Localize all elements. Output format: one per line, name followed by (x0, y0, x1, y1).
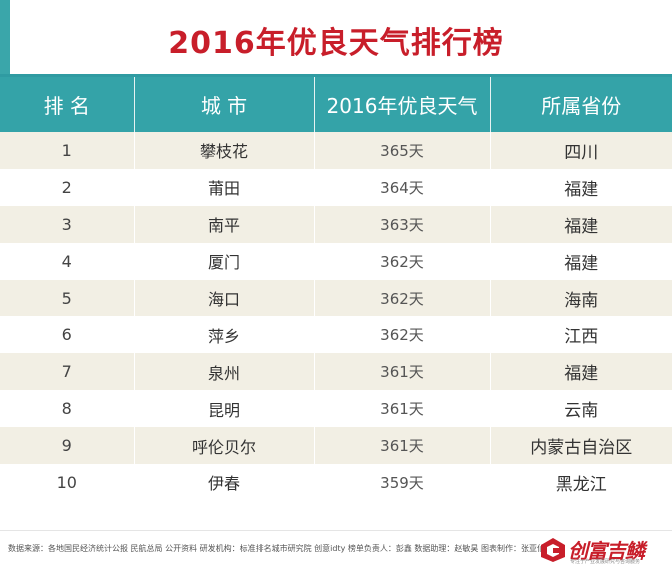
title-divider (0, 74, 672, 77)
days-cell: 361天 (314, 353, 491, 391)
brand-logo: 创富吉鳞 专注于产业发展研究与咨询服务 (540, 535, 668, 565)
days-cell: 362天 (314, 242, 491, 280)
table-row: 7 泉州 361天 福建 (0, 353, 672, 391)
rank-cell: 1 (0, 132, 135, 169)
logo-subtitle: 专注于产业发展研究与咨询服务 (570, 559, 641, 565)
page-title: 2016年优良天气排行榜 (168, 26, 504, 61)
province-cell: 四川 (490, 132, 672, 169)
province-cell: 江西 (490, 316, 672, 354)
province-cell: 福建 (490, 168, 672, 206)
table-row: 10 伊春 359天 黑龙江 (0, 464, 672, 501)
province-cell: 内蒙古自治区 (490, 427, 672, 465)
rank-cell: 10 (0, 464, 135, 501)
header-rank: 排 名 (0, 77, 135, 132)
city-cell: 攀枝花 (134, 132, 315, 169)
days-cell: 364天 (314, 168, 491, 206)
days-cell: 363天 (314, 205, 491, 243)
province-cell: 福建 (490, 205, 672, 243)
province-cell: 云南 (490, 390, 672, 428)
title-bar: 2016年优良天气排行榜 (0, 0, 672, 77)
ranking-table: 排 名 城 市 2016年优良天气 所属省份 1 攀枝花 365天 四川 2 莆田 364天… (0, 77, 672, 501)
title-accent-bar (0, 0, 10, 77)
city-cell: 呼伦贝尔 (134, 427, 315, 465)
rank-cell: 6 (0, 316, 135, 354)
table-row: 8 昆明 361天 云南 (0, 390, 672, 428)
rank-cell: 3 (0, 205, 135, 243)
header-province: 所属省份 (490, 77, 672, 132)
table-row: 1 攀枝花 365天 四川 (0, 132, 672, 169)
table-row: 3 南平 363天 福建 (0, 205, 672, 243)
rank-cell: 4 (0, 242, 135, 280)
province-cell: 福建 (490, 242, 672, 280)
rank-cell: 7 (0, 353, 135, 391)
city-cell: 厦门 (134, 242, 315, 280)
header-city: 城 市 (134, 77, 315, 132)
city-cell: 海口 (134, 279, 315, 317)
table-row: 9 呼伦贝尔 361天 内蒙古自治区 (0, 427, 672, 465)
table-row: 4 厦门 362天 福建 (0, 242, 672, 280)
city-cell: 萍乡 (134, 316, 315, 354)
table-header-row: 排 名 城 市 2016年优良天气 所属省份 (0, 77, 672, 132)
days-cell: 362天 (314, 279, 491, 317)
days-cell: 361天 (314, 390, 491, 428)
footer: 数据来源：各地国民经济统计公报 民航总局 公开资料 研发机构：标准排名城市研究院… (0, 530, 672, 565)
logo-text: 创富吉鳞 (568, 539, 645, 563)
city-cell: 昆明 (134, 390, 315, 428)
days-cell: 365天 (314, 132, 491, 169)
rank-cell: 2 (0, 168, 135, 206)
days-cell: 361天 (314, 427, 491, 465)
table-row: 5 海口 362天 海南 (0, 279, 672, 317)
table-row: 6 萍乡 362天 江西 (0, 316, 672, 354)
city-cell: 莆田 (134, 168, 315, 206)
province-cell: 海南 (490, 279, 672, 317)
province-cell: 黑龙江 (490, 464, 672, 501)
rank-cell: 9 (0, 427, 135, 465)
days-cell: 362天 (314, 316, 491, 354)
days-cell: 359天 (314, 464, 491, 501)
footer-source-text: 数据来源：各地国民经济统计公报 民航总局 公开资料 研发机构：标准排名城市研究院… (8, 544, 545, 553)
rank-cell: 5 (0, 279, 135, 317)
city-cell: 伊春 (134, 464, 315, 501)
logo-mark-icon (541, 538, 565, 562)
header-good-weather-days: 2016年优良天气 (314, 77, 491, 132)
rank-cell: 8 (0, 390, 135, 428)
table-row: 2 莆田 364天 福建 (0, 168, 672, 206)
city-cell: 泉州 (134, 353, 315, 391)
city-cell: 南平 (134, 205, 315, 243)
province-cell: 福建 (490, 353, 672, 391)
